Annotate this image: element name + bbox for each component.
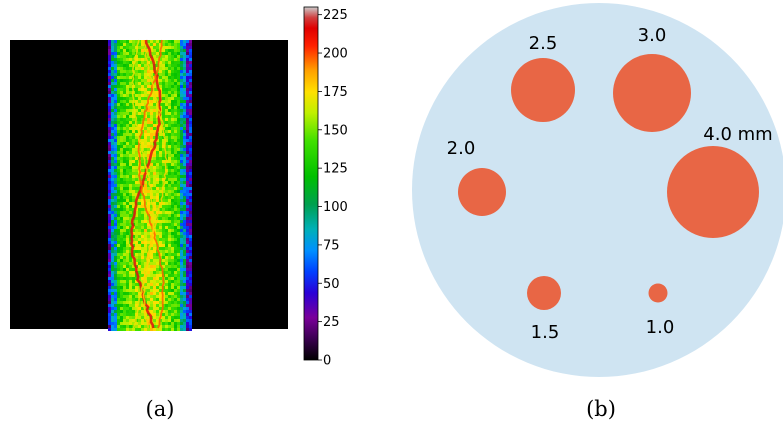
hole-label-4-0: 4.0 mm: [703, 124, 772, 145]
colorbar-tick-label-125: 125: [323, 162, 348, 177]
colorbar-tick-label-200: 200: [323, 47, 348, 62]
colorbar-gradient: [303, 6, 319, 361]
hole-1-0: [648, 283, 668, 303]
colorbar-tick-label-75: 75: [323, 238, 340, 253]
colorbar-tick-label-150: 150: [323, 123, 348, 138]
colorbar-tick-label-225: 225: [323, 8, 348, 23]
hole-2-0: [458, 168, 506, 216]
caption-b: (b): [586, 397, 616, 421]
caption-a: (a): [146, 397, 175, 421]
panel-a: 0 25 50 75 100 125 150 175 200 225 (a): [10, 6, 348, 421]
hole-label-1-5: 1.5: [531, 322, 560, 343]
panel-b: 2.5 3.0 4.0 mm 2.0 1.5 1.0 (b): [412, 3, 783, 421]
hole-4-0: [667, 146, 759, 238]
hole-label-2-5: 2.5: [529, 33, 558, 54]
hole-1-5: [527, 276, 561, 310]
ridge-0: [130, 39, 162, 329]
colorbar-tick-label-100: 100: [323, 200, 348, 215]
ridge-2: [131, 39, 155, 329]
hole-label-3-0: 3.0: [638, 25, 667, 46]
colorbar-tick-label-0: 0: [323, 354, 331, 369]
ridge-1: [137, 39, 165, 329]
colorbar-tick-label-25: 25: [323, 315, 340, 330]
heatmap-ridges: [130, 39, 168, 329]
colorbar-tick-label-175: 175: [323, 85, 348, 100]
ridge-3: [142, 39, 168, 329]
colorbar-tick-label-50: 50: [323, 277, 340, 292]
hole-3-0: [613, 54, 691, 132]
hole-label-1-0: 1.0: [646, 317, 675, 338]
colorbar-ticks: 0 25 50 75 100 125 150 175 200 225: [318, 8, 348, 369]
hole-2-5: [511, 58, 575, 122]
colorbar: 0 25 50 75 100 125 150 175 200 225: [303, 6, 348, 369]
hole-label-2-0: 2.0: [447, 138, 476, 159]
